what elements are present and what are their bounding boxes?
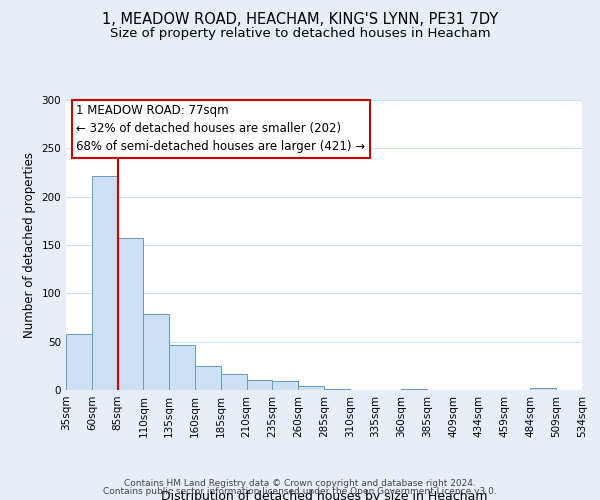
- Text: Size of property relative to detached houses in Heacham: Size of property relative to detached ho…: [110, 28, 490, 40]
- Bar: [298, 386, 324, 390]
- Text: Contains HM Land Registry data © Crown copyright and database right 2024.: Contains HM Land Registry data © Crown c…: [124, 478, 476, 488]
- Bar: [118, 238, 143, 390]
- Bar: [530, 388, 556, 390]
- Bar: [272, 382, 298, 390]
- Bar: [169, 344, 195, 390]
- Bar: [143, 314, 169, 390]
- Bar: [324, 389, 350, 390]
- Bar: [195, 366, 221, 390]
- Bar: [66, 334, 92, 390]
- X-axis label: Distribution of detached houses by size in Heacham: Distribution of detached houses by size …: [161, 490, 487, 500]
- Bar: [221, 374, 247, 390]
- Bar: [247, 380, 272, 390]
- Text: Contains public sector information licensed under the Open Government Licence v3: Contains public sector information licen…: [103, 487, 497, 496]
- Text: 1, MEADOW ROAD, HEACHAM, KING'S LYNN, PE31 7DY: 1, MEADOW ROAD, HEACHAM, KING'S LYNN, PE…: [102, 12, 498, 28]
- Bar: [401, 389, 427, 390]
- Text: 1 MEADOW ROAD: 77sqm
← 32% of detached houses are smaller (202)
68% of semi-deta: 1 MEADOW ROAD: 77sqm ← 32% of detached h…: [76, 104, 365, 154]
- Bar: [92, 176, 118, 390]
- Y-axis label: Number of detached properties: Number of detached properties: [23, 152, 36, 338]
